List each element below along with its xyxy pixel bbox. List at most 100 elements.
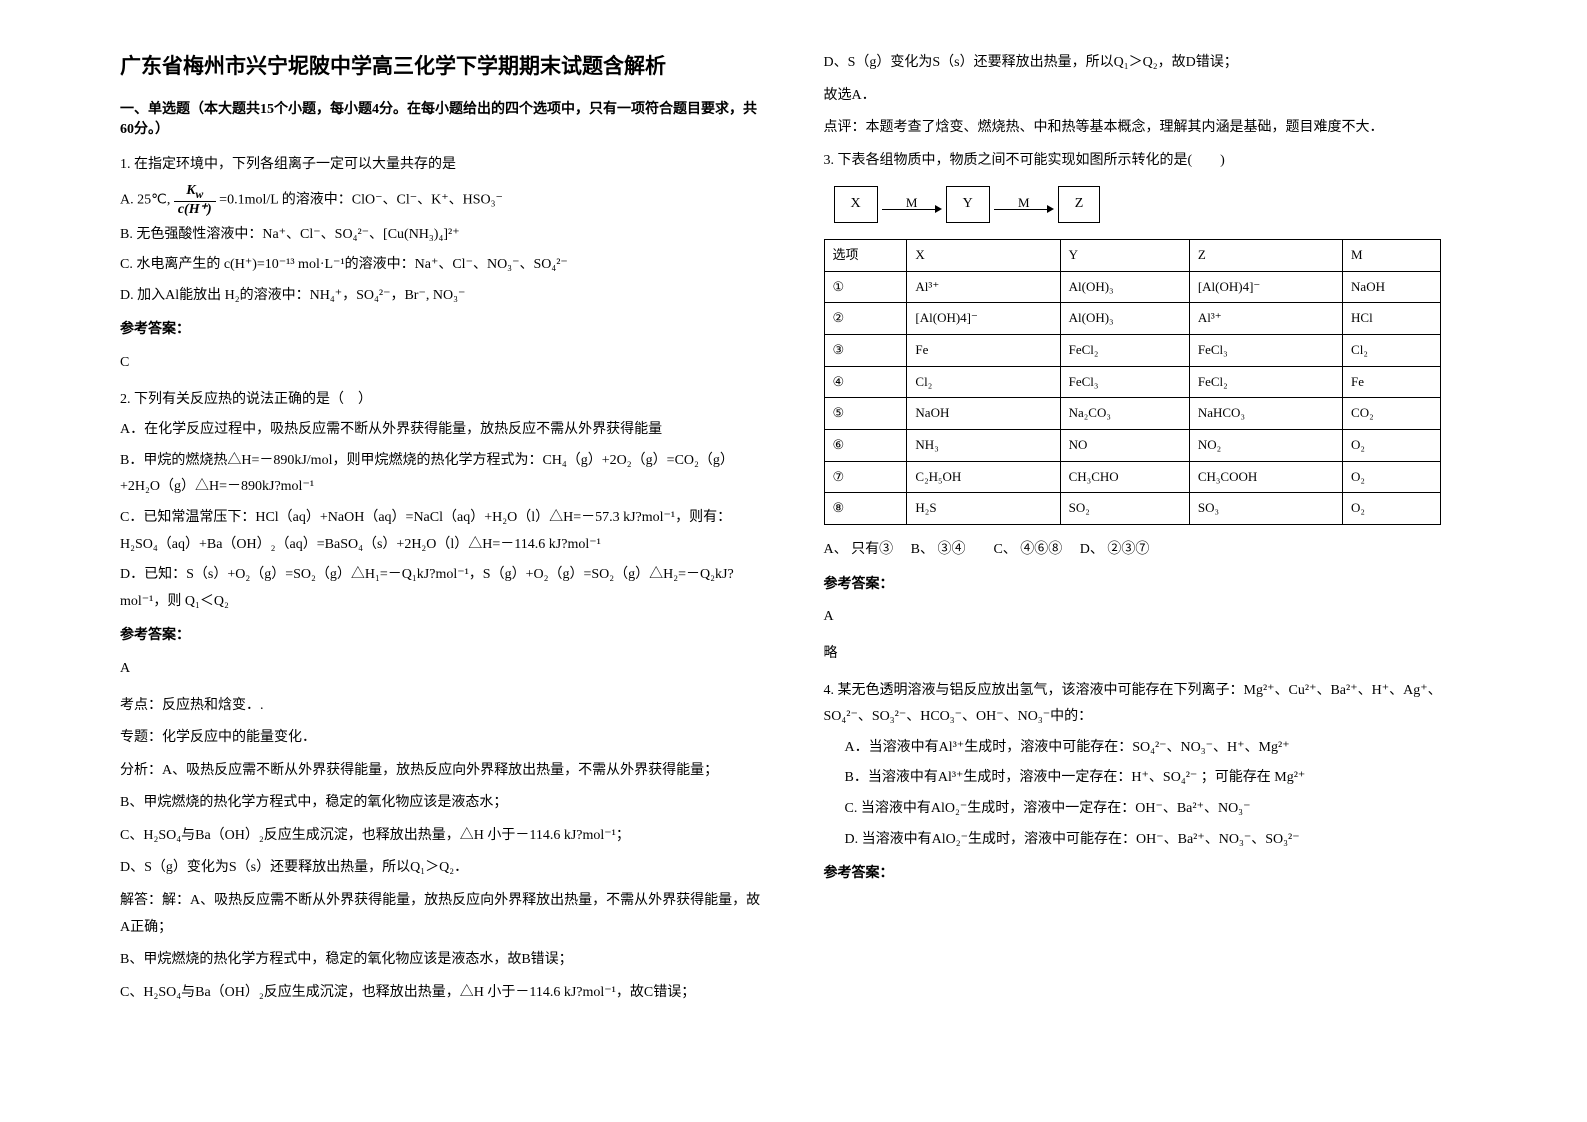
cell: Cl₂ [1343, 335, 1441, 367]
cell: O₂ [1343, 493, 1441, 525]
flow-label-m1: M [906, 191, 918, 216]
cell: ⑤ [824, 398, 907, 430]
flow-diagram: X M Y M Z [834, 186, 1468, 223]
cell: Al(OH)₃ [1060, 271, 1189, 303]
q3-answer-label: 参考答案： [824, 572, 1468, 599]
cell: ⑧ [824, 493, 907, 525]
table-row: ①Al³⁺Al(OH)₃[Al(OH)4]⁻NaOH [824, 271, 1441, 303]
page-title: 广东省梅州市兴宁坭陂中学高三化学下学期期末试题含解析 [120, 50, 764, 80]
cell: Na₂CO₃ [1060, 398, 1189, 430]
th-0: 选项 [824, 239, 907, 271]
kw-num: K [186, 183, 195, 198]
table-row: ②[Al(OH)4]⁻Al(OH)₃Al³⁺HCl [824, 303, 1441, 335]
kw-den: c(H⁺) [174, 202, 216, 217]
table-header-row: 选项 X Y Z M [824, 239, 1441, 271]
cell: Al³⁺ [1189, 303, 1342, 335]
cell: NH₃ [907, 430, 1060, 462]
q1-optA-post: =0.1mol/L 的溶液中：ClO⁻、Cl⁻、K⁺、HSO₃⁻ [219, 192, 503, 207]
kw-sub: w [196, 187, 204, 200]
table-row: ③FeFeCl₂FeCl₃Cl₂ [824, 335, 1441, 367]
question-1: 1. 在指定环境中，下列各组离子一定可以大量共存的是 A. 25℃, Kw c(… [120, 152, 764, 377]
cell: O₂ [1343, 430, 1441, 462]
cell: O₂ [1343, 461, 1441, 493]
q2-optA: A．在化学反应过程中，吸热反应需不断从外界获得能量，放热反应不需从外界获得能量 [120, 417, 764, 444]
th-2: Y [1060, 239, 1189, 271]
table-row: ⑤NaOHNa₂CO₃NaHCO₃CO₂ [824, 398, 1441, 430]
q1-optD: D. 加入Al能放出 H₂的溶液中：NH₄⁺，SO₄²⁻，Br⁻, NO₃⁻ [120, 283, 764, 310]
table-row: ⑥NH₃NONO₂O₂ [824, 430, 1441, 462]
cell: [Al(OH)4]⁻ [907, 303, 1060, 335]
q2-optB: B．甲烷的燃烧热△H=－890kJ/mol，则甲烷燃烧的热化学方程式为：CH₄（… [120, 448, 764, 501]
section-header: 一、单选题（本大题共15个小题，每小题4分。在每小题给出的四个选项中，只有一项符… [120, 98, 764, 138]
q2-exp3: 分析：A、吸热反应需不断从外界获得能量，放热反应向外界释放出热量，不需从外界获得… [120, 758, 764, 785]
q2-exp5: C、H₂SO₄与Ba（OH）₂反应生成沉淀，也释放出热量，△H 小于－114.6… [120, 823, 764, 850]
q4-answer-label: 参考答案： [824, 861, 1468, 888]
cell: ① [824, 271, 907, 303]
th-1: X [907, 239, 1060, 271]
q3-options: A、 只有③ B、 ③④ C、 ④⑥⑧ D、 ②③⑦ [824, 537, 1468, 564]
question-3: 3. 下表各组物质中，物质之间不可能实现如图所示转化的是( ) X M Y M … [824, 148, 1468, 668]
cell: ② [824, 303, 907, 335]
flow-box-x: X [834, 186, 878, 223]
cell: NaHCO₃ [1189, 398, 1342, 430]
cell: ④ [824, 366, 907, 398]
q2-optD: D．已知：S（s）+O₂（g）=SO₂（g）△H₁=－Q₁kJ?mol⁻¹，S（… [120, 562, 764, 615]
cell: FeCl₂ [1189, 366, 1342, 398]
q2-answer-label: 参考答案： [120, 623, 764, 650]
q2-exp2: 专题：化学反应中的能量变化． [120, 725, 764, 752]
q3-exp: 略 [824, 641, 1468, 668]
q2-optC: C．已知常温常压下：HCl（aq）+NaOH（aq）=NaCl（aq）+H₂O（… [120, 505, 764, 558]
cell: NO₂ [1189, 430, 1342, 462]
cell: ⑦ [824, 461, 907, 493]
cell: Fe [1343, 366, 1441, 398]
q1-optC: C. 水电离产生的 c(H⁺)=10⁻¹³ mol·L⁻¹的溶液中：Na⁺、Cl… [120, 252, 764, 279]
q4-optD: D. 当溶液中有AlO₂⁻生成时，溶液中可能存在：OH⁻、Ba²⁺、NO₃⁻、S… [824, 827, 1468, 854]
cell: Al(OH)₃ [1060, 303, 1189, 335]
q2-exp8: B、甲烷燃烧的热化学方程式中，稳定的氧化物应该是液态水，故B错误； [120, 947, 764, 974]
q2-exp6: D、S（g）变化为S（s）还要释放出热量，所以Q₁＞Q₂． [120, 855, 764, 882]
cell: FeCl₃ [1189, 335, 1342, 367]
question-4: 4. 某无色透明溶液与铝反应放出氢气，该溶液中可能存在下列离子：Mg²⁺、Cu²… [824, 678, 1468, 888]
q2-stem: 2. 下列有关反应热的说法正确的是（ ） [120, 387, 764, 414]
cell: SO₃ [1189, 493, 1342, 525]
cell: FeCl₂ [1060, 335, 1189, 367]
th-3: Z [1189, 239, 1342, 271]
flow-label-m2: M [1018, 191, 1030, 216]
cell: C₂H₅OH [907, 461, 1060, 493]
q4-stem: 4. 某无色透明溶液与铝反应放出氢气，该溶液中可能存在下列离子：Mg²⁺、Cu²… [824, 678, 1468, 731]
kw-fraction: Kw c(H⁺) [174, 183, 216, 218]
flow-box-y: Y [946, 186, 990, 223]
q2-exp11: 故选A． [824, 83, 1468, 110]
cell: CH₃CHO [1060, 461, 1189, 493]
cell: HCl [1343, 303, 1441, 335]
q2-exp4: B、甲烷燃烧的热化学方程式中，稳定的氧化物应该是液态水； [120, 790, 764, 817]
q1-optA: A. 25℃, Kw c(H⁺) =0.1mol/L 的溶液中：ClO⁻、Cl⁻… [120, 183, 764, 218]
cell: Fe [907, 335, 1060, 367]
cell: NO [1060, 430, 1189, 462]
cell: Al³⁺ [907, 271, 1060, 303]
flow-arrow-1: M [882, 195, 942, 215]
cell: ③ [824, 335, 907, 367]
cell: NaOH [1343, 271, 1441, 303]
q3-answer: A [824, 604, 1468, 631]
q2-exp10: D、S（g）变化为S（s）还要释放出热量，所以Q₁＞Q₂，故D错误； [824, 50, 1468, 77]
cell: SO₂ [1060, 493, 1189, 525]
q2-exp9: C、H₂SO₄与Ba（OH）₂反应生成沉淀，也释放出热量，△H 小于－114.6… [120, 980, 764, 1007]
q4-optB: B．当溶液中有Al³⁺生成时，溶液中一定存在：H⁺、SO₄²⁻ ；可能存在 Mg… [824, 765, 1468, 792]
cell: ⑥ [824, 430, 907, 462]
cell: H₂S [907, 493, 1060, 525]
cell: Cl₂ [907, 366, 1060, 398]
q4-optA: A．当溶液中有Al³⁺生成时，溶液中可能存在：SO₄²⁻、NO₃⁻、H⁺、Mg²… [824, 735, 1468, 762]
q2-exp1: 考点：反应热和焓变．. [120, 693, 764, 720]
table-row: ④Cl₂FeCl₃FeCl₂Fe [824, 366, 1441, 398]
cell: FeCl₃ [1060, 366, 1189, 398]
flow-arrow-2: M [994, 195, 1054, 215]
table-row: ⑦C₂H₅OHCH₃CHOCH₃COOHO₂ [824, 461, 1441, 493]
question-2: 2. 下列有关反应热的说法正确的是（ ） A．在化学反应过程中，吸热反应需不断从… [120, 387, 764, 1007]
q1-answer-label: 参考答案： [120, 317, 764, 344]
q1-stem: 1. 在指定环境中，下列各组离子一定可以大量共存的是 [120, 152, 764, 179]
q2-answer: A [120, 656, 764, 683]
q4-optC: C. 当溶液中有AlO₂⁻生成时，溶液中一定存在：OH⁻、Ba²⁺、NO₃⁻ [824, 796, 1468, 823]
q2-exp7: 解答：解：A、吸热反应需不断从外界获得能量，放热反应向外界释放出热量，不需从外界… [120, 888, 764, 941]
cell: CH₃COOH [1189, 461, 1342, 493]
